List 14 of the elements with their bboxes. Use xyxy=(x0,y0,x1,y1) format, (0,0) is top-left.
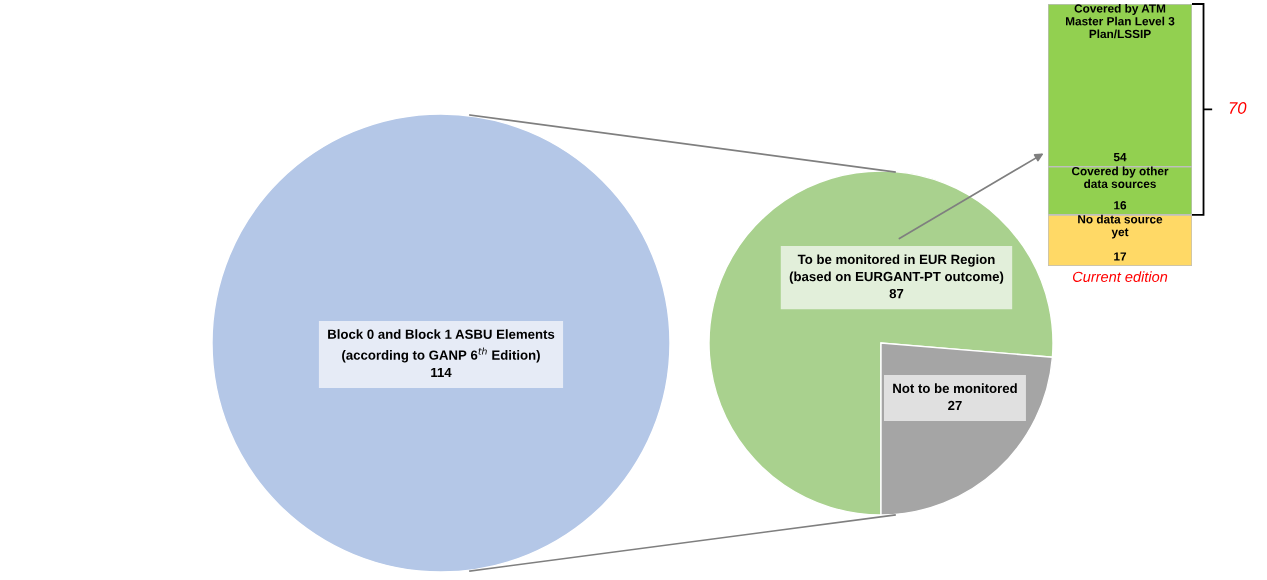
data-label: 17 xyxy=(1114,252,1127,261)
slice-label: Block 0 and Block 1 ASBU Elements (according to GANP 6$^{th}$ Edition) xyxy=(328,329,555,363)
series-label: Covered by other data sources xyxy=(1071,166,1169,189)
data-label: 54 xyxy=(1113,153,1127,162)
slice-label: To be monitored in EUR Region (based on EURGANT-PT outcome) xyxy=(789,254,1004,284)
data-label: 27 xyxy=(948,400,962,410)
series-label: Covered by ATM Master Plan Level 3 Plan/LSSIP xyxy=(1066,4,1175,39)
data-label: 16 xyxy=(1114,201,1127,210)
data-label: 87 xyxy=(889,288,904,299)
data-label: 114 xyxy=(431,367,452,377)
slice-label: Not to be monitored xyxy=(893,383,1017,394)
series-label: No data source yet xyxy=(1078,214,1163,239)
text: 70 xyxy=(1229,102,1247,114)
x-axis-title: Current edition xyxy=(1072,271,1168,282)
